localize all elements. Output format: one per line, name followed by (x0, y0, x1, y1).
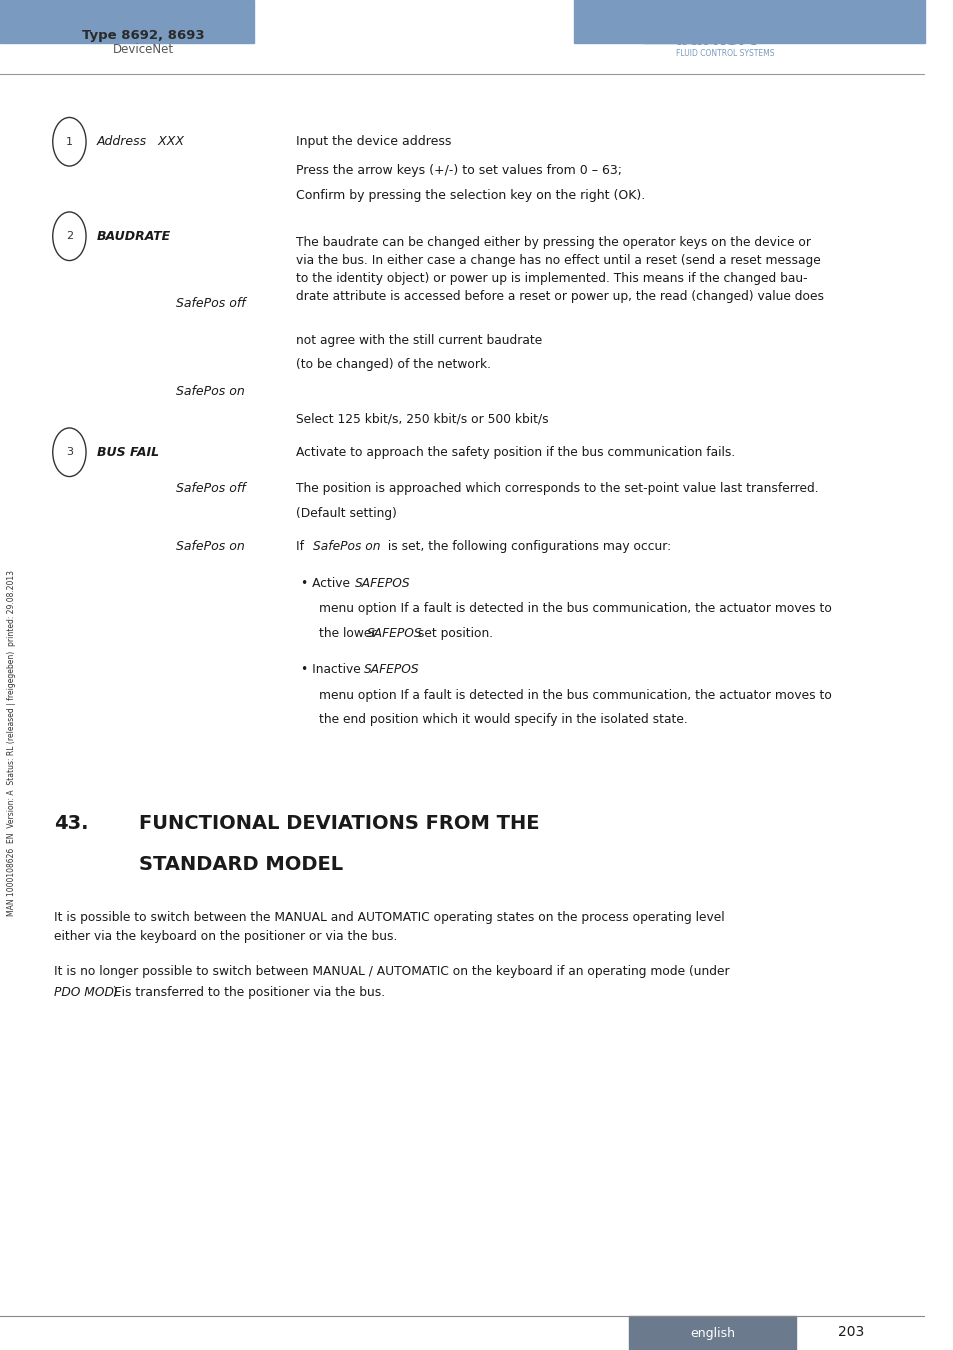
Bar (629, 1316, 795, 1350)
Text: SafePos on: SafePos on (313, 540, 380, 553)
Text: • Active: • Active (300, 576, 354, 590)
Text: FLUID CONTROL SYSTEMS: FLUID CONTROL SYSTEMS (675, 50, 773, 58)
Text: menu option If a fault is detected in the bus communication, the actuator moves : menu option If a fault is detected in th… (319, 602, 831, 616)
Text: the end position which it would specify in the isolated state.: the end position which it would specify … (319, 713, 687, 726)
Text: MAN 1000108626  EN  Version: A  Status: RL (released | freigegeben)  printed: 29: MAN 1000108626 EN Version: A Status: RL … (7, 570, 15, 915)
Text: SafePos off: SafePos off (175, 297, 245, 310)
Text: Activate to approach the safety position if the bus communication fails.: Activate to approach the safety position… (295, 446, 735, 459)
Text: It is no longer possible to switch between MANUAL / AUTOMATIC on the keyboard if: It is no longer possible to switch betwe… (53, 965, 728, 979)
Bar (642, 40, 712, 43)
Text: SAFEPOS: SAFEPOS (355, 576, 410, 590)
Text: The baudrate can be changed either by pressing the operator keys on the device o: The baudrate can be changed either by pr… (295, 236, 823, 304)
Text: Input the device address: Input the device address (295, 135, 451, 148)
Text: If: If (295, 540, 308, 553)
Text: PDO MODE: PDO MODE (53, 986, 121, 999)
Text: The position is approached which corresponds to the set-point value last transfe: The position is approached which corresp… (295, 482, 818, 495)
Text: FUNCTIONAL DEVIATIONS FROM THE: FUNCTIONAL DEVIATIONS FROM THE (139, 814, 538, 833)
Text: is set, the following configurations may occur:: is set, the following configurations may… (384, 540, 671, 553)
Text: 43.: 43. (53, 814, 88, 833)
Text: DeviceNet: DeviceNet (112, 43, 173, 57)
Text: set position.: set position. (414, 626, 493, 640)
Text: Select 125 kbit/s, 250 kbit/s or 500 kbit/s: Select 125 kbit/s, 250 kbit/s or 500 kbi… (295, 412, 548, 425)
Text: 3: 3 (66, 447, 72, 458)
Text: not agree with the still current baudrate: not agree with the still current baudrat… (295, 333, 542, 347)
Text: Type 8692, 8693: Type 8692, 8693 (82, 28, 205, 42)
Text: BUS FAIL: BUS FAIL (97, 446, 159, 459)
Text: BAUDRATE: BAUDRATE (97, 230, 172, 243)
Text: Confirm by pressing the selection key on the right (OK).: Confirm by pressing the selection key on… (295, 189, 644, 202)
Text: • Inactive: • Inactive (300, 663, 364, 676)
Text: STANDARD MODEL: STANDARD MODEL (139, 855, 342, 873)
Bar (573, 0, 924, 43)
Bar (0, 0, 254, 43)
Text: SafePos off: SafePos off (175, 482, 245, 495)
Text: menu option If a fault is detected in the bus communication, the actuator moves : menu option If a fault is detected in th… (319, 688, 831, 702)
Text: 2: 2 (66, 231, 72, 242)
Text: SafePos on: SafePos on (175, 385, 244, 398)
Text: (to be changed) of the network.: (to be changed) of the network. (295, 358, 491, 371)
Text: SAFEPOS: SAFEPOS (363, 663, 419, 676)
Text: Press the arrow keys (+/-) to set values from 0 – 63;: Press the arrow keys (+/-) to set values… (295, 163, 621, 177)
Text: 1: 1 (66, 136, 72, 147)
Text: english: english (689, 1327, 735, 1341)
Text: SafePos on: SafePos on (175, 540, 244, 553)
Text: the lower: the lower (319, 626, 380, 640)
Text: It is possible to switch between the MANUAL and AUTOMATIC operating states on th: It is possible to switch between the MAN… (53, 911, 723, 944)
Text: (Default setting): (Default setting) (295, 506, 396, 520)
Text: bürkert: bürkert (675, 30, 757, 49)
Text: 203: 203 (838, 1326, 863, 1339)
Text: Address   XXX: Address XXX (97, 135, 185, 148)
Text: ) is transferred to the positioner via the bus.: ) is transferred to the positioner via t… (112, 986, 385, 999)
Text: ▪ ▪ ▪: ▪ ▪ ▪ (642, 31, 658, 36)
Text: SAFEPOS: SAFEPOS (367, 626, 422, 640)
